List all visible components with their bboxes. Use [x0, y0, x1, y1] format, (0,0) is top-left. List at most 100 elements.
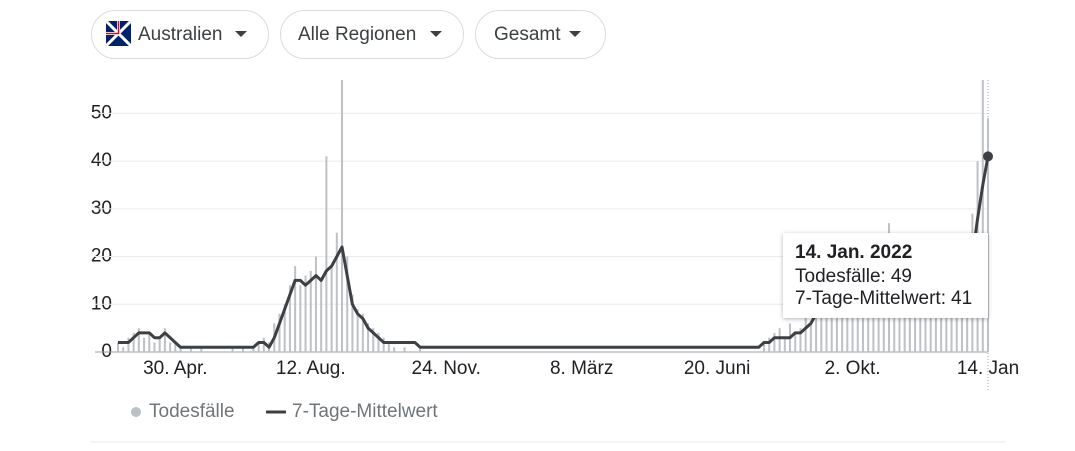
x-tick-label: 2. Okt.: [825, 358, 881, 379]
tooltip-row: 7-Tage-Mittelwert: 41: [795, 288, 972, 309]
tooltip: 14. Jan. 2022 Todesfälle: 497-Tage-Mittelw…: [783, 233, 988, 318]
bar: [783, 337, 786, 352]
bar: [127, 337, 130, 352]
bar: [393, 347, 396, 352]
bar: [278, 313, 281, 352]
bar: [950, 309, 953, 352]
tooltip-title: 14. Jan. 2022: [795, 242, 912, 263]
bar: [320, 280, 323, 352]
bar: [231, 347, 234, 352]
bar: [294, 266, 297, 352]
bar: [137, 328, 140, 352]
bar: [940, 294, 943, 352]
bar: [919, 309, 922, 352]
bar: [867, 304, 870, 352]
bar: [981, 80, 984, 352]
bar: [335, 232, 338, 352]
tooltip-value: 49: [891, 266, 912, 287]
bar: [799, 328, 802, 352]
dropdown-label[interactable]: Gesamt: [494, 24, 561, 45]
bar: [117, 342, 119, 352]
tooltip-row: Todesfälle: 49: [795, 266, 912, 287]
bar: [872, 285, 875, 352]
tooltip-box: [783, 233, 988, 318]
bar: [174, 342, 177, 352]
bar: [163, 328, 166, 352]
filter-metric[interactable]: Gesamt: [475, 10, 606, 59]
bar: [768, 337, 771, 352]
bar: [815, 309, 818, 352]
bar: [804, 313, 807, 352]
dropdown[interactable]: [475, 10, 606, 59]
bar: [169, 342, 172, 352]
bar: [419, 347, 422, 352]
bar: [283, 304, 286, 352]
bar: [945, 299, 948, 352]
bar: [356, 309, 359, 352]
bar: [304, 275, 307, 352]
bar: [908, 304, 911, 352]
legend-label: Todesfälle: [149, 401, 235, 422]
filter-country[interactable]: Australien: [91, 10, 269, 59]
bar: [325, 156, 328, 352]
tooltip-value: 41: [951, 288, 972, 309]
bar: [903, 285, 906, 352]
bar: [299, 285, 302, 352]
x-tick-label: 30. Apr.: [143, 358, 207, 379]
tooltip-label: 7-Tage-Mittelwert:: [795, 288, 946, 309]
bar: [153, 342, 156, 352]
caret: [569, 31, 581, 37]
bar: [361, 313, 364, 352]
bar: [242, 347, 245, 352]
bar: [893, 289, 896, 352]
dropdown[interactable]: [91, 10, 269, 59]
bar: [330, 266, 333, 352]
x-tick-label: 8. März: [550, 358, 613, 379]
bar: [955, 304, 958, 352]
x-tick-label: 24. Nov.: [412, 358, 481, 379]
bar: [835, 299, 838, 352]
bar: [825, 294, 828, 352]
bar: [122, 347, 125, 352]
bar: [841, 304, 844, 352]
bar: [158, 337, 161, 352]
bar: [367, 323, 370, 352]
bar: [820, 304, 823, 352]
dropdown-label[interactable]: Australien: [138, 24, 223, 45]
x-tick-label: 20. Juni: [684, 358, 751, 379]
bar: [252, 347, 255, 352]
bar: [200, 347, 203, 352]
bar: [846, 289, 849, 352]
bar: [762, 342, 765, 352]
point: [983, 151, 993, 162]
bar: [351, 294, 354, 352]
filter-region[interactable]: Alle Regionen: [280, 10, 464, 59]
bar: [929, 289, 932, 352]
dropdown-label[interactable]: Alle Regionen: [298, 24, 416, 45]
bar: [898, 299, 901, 352]
bar: [809, 323, 812, 352]
bar: [148, 332, 151, 352]
tooltip-label: Todesfälle:: [795, 266, 886, 287]
bar: [914, 294, 917, 352]
bar: [773, 332, 776, 352]
bar: [309, 270, 312, 352]
bar: [179, 347, 182, 352]
legend-label: 7-Tage-Mittelwert: [292, 401, 438, 422]
bar: [372, 328, 375, 352]
bar: [877, 294, 880, 352]
dropdown[interactable]: [280, 10, 464, 59]
bar: [377, 332, 380, 352]
bar: [882, 309, 885, 352]
caret: [235, 31, 247, 37]
bar: [262, 337, 265, 352]
bar: [856, 294, 859, 352]
x-tick-label: 12. Aug.: [276, 358, 346, 379]
caret: [430, 31, 442, 37]
bar: [403, 347, 406, 352]
bar: [387, 342, 390, 352]
bar: [924, 299, 927, 352]
bar: [341, 80, 344, 352]
